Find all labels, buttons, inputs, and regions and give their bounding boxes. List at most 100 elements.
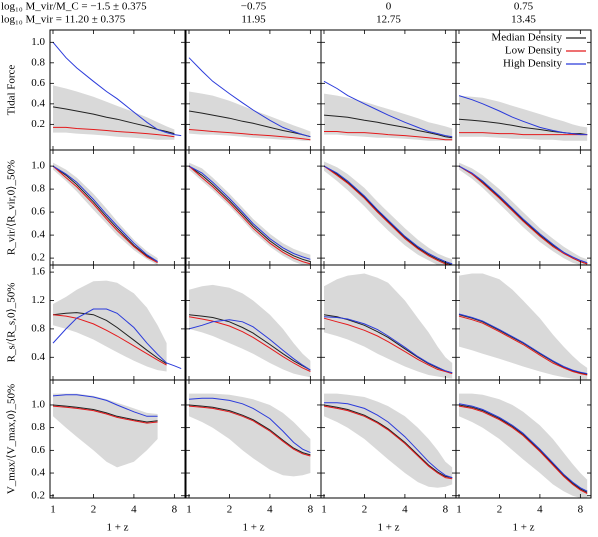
column-title: log₁₀ M_vir/M_C = −1.5 ± 0.375 <box>1 1 147 13</box>
panel <box>323 80 453 141</box>
legend-label: High Density <box>503 58 562 70</box>
line <box>52 165 158 264</box>
band <box>53 280 167 372</box>
y-tick-label: 0.8 <box>31 421 45 433</box>
y-tick-label: 0.4 <box>31 351 45 363</box>
x-tick-label: 4 <box>537 504 543 516</box>
line <box>323 316 453 374</box>
line <box>323 317 453 375</box>
x-tick-label: 4 <box>131 504 137 516</box>
y-tick-label: 0.4 <box>31 97 45 109</box>
frame <box>49 149 186 266</box>
x-tick-label: 8 <box>578 504 584 516</box>
line <box>458 95 588 136</box>
y-tick-label: 1.0 <box>31 36 45 48</box>
x-axis-label: 1 + z <box>242 522 264 534</box>
line <box>188 405 311 457</box>
line <box>52 41 182 137</box>
line <box>188 404 311 456</box>
line <box>188 165 311 265</box>
frame <box>185 149 322 266</box>
line <box>324 131 453 141</box>
line <box>52 314 167 366</box>
line <box>323 80 453 138</box>
x-tick-label: 2 <box>227 504 233 516</box>
frame <box>455 149 592 266</box>
line <box>188 110 311 138</box>
y-tick-label: 0.6 <box>31 77 45 89</box>
line <box>323 165 451 265</box>
y-tick-label: 1.0 <box>31 398 45 410</box>
y-axis-label: V_max/⟨V_max,0⟩_50% <box>6 384 18 494</box>
band <box>459 393 588 498</box>
x-axis-label: 1 + z <box>377 522 399 534</box>
x-tick-label: 2 <box>91 504 97 516</box>
line <box>323 165 453 265</box>
column-title: −0.75 <box>241 1 267 13</box>
x-tick-label: 1 <box>50 504 56 516</box>
line <box>188 314 311 371</box>
column-title: 0 <box>386 1 392 13</box>
y-tick-label: 0.6 <box>31 206 45 218</box>
frame <box>49 379 186 499</box>
line <box>188 165 311 263</box>
legend-label: Low Density <box>505 45 563 57</box>
line <box>458 405 588 494</box>
y-tick-label: 0.4 <box>31 467 45 479</box>
panel <box>458 273 588 380</box>
panel <box>188 57 311 141</box>
x-tick-label: 8 <box>172 504 178 516</box>
band <box>324 161 453 265</box>
line <box>52 308 182 370</box>
y-axis-label: R_s/⟨R_s,0⟩_50% <box>6 283 18 363</box>
line <box>52 312 167 365</box>
line <box>459 132 588 136</box>
panel <box>52 280 182 372</box>
line <box>458 403 588 492</box>
y-tick-label: 0.2 <box>31 252 45 264</box>
line <box>323 114 453 139</box>
panel <box>52 41 182 140</box>
band <box>53 393 158 468</box>
x-axis-label: 1 + z <box>106 522 128 534</box>
panel <box>52 393 158 468</box>
x-tick-label: 4 <box>402 504 408 516</box>
band <box>324 273 453 379</box>
panel <box>188 162 311 265</box>
column-subtitle: log₁₀ M_vir = 11.20 ± 0.375 <box>1 14 126 26</box>
line <box>188 165 311 260</box>
panel <box>458 162 588 265</box>
line <box>458 313 588 375</box>
band <box>459 273 588 380</box>
y-tick-label: 0.8 <box>31 183 45 195</box>
panel <box>188 284 311 378</box>
band <box>324 393 453 488</box>
y-tick-label: 1.2 <box>31 294 45 306</box>
line <box>188 129 311 141</box>
x-tick-label: 1 <box>186 504 192 516</box>
y-tick-label: 0.6 <box>31 444 45 456</box>
band <box>189 393 311 477</box>
line <box>323 405 453 480</box>
band <box>324 93 453 141</box>
line <box>52 165 158 263</box>
line <box>458 165 588 264</box>
x-tick-label: 8 <box>443 504 449 516</box>
line <box>323 404 453 479</box>
x-tick-label: 1 <box>321 504 327 516</box>
x-tick-label: 2 <box>497 504 503 516</box>
y-tick-label: 0.2 <box>31 118 45 130</box>
line <box>52 165 158 263</box>
y-axis-label: R_vir/⟨R_vir,0⟩_50% <box>6 160 18 255</box>
panel <box>323 393 453 488</box>
panel <box>458 95 588 141</box>
y-tick-label: 1.0 <box>31 160 45 172</box>
line <box>324 402 453 479</box>
legend-label: Median Density <box>491 32 562 44</box>
y-tick-label: 0.8 <box>31 56 45 68</box>
column-subtitle: 12.75 <box>376 14 401 26</box>
y-tick-label: 0.8 <box>31 322 45 334</box>
panel <box>188 393 311 477</box>
band <box>189 91 311 141</box>
